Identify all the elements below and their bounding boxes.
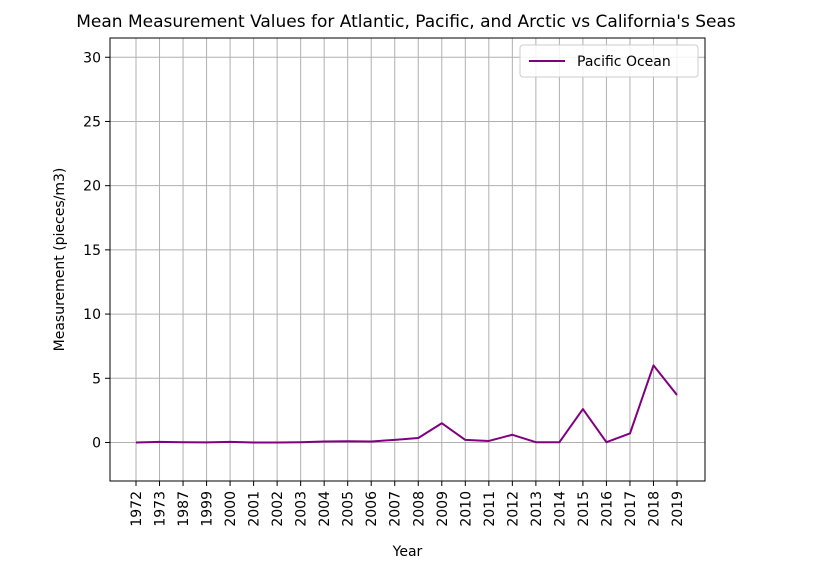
y-tick-label: 30 <box>83 50 101 66</box>
y-tick-label: 5 <box>92 371 101 387</box>
x-tick-label: 2001 <box>247 491 263 527</box>
y-axis: 0 5 10 15 20 25 30 <box>83 50 110 451</box>
x-tick-label: 2019 <box>670 491 686 527</box>
x-tick-label: 2011 <box>482 491 498 527</box>
x-tick-label: 1987 <box>176 491 192 527</box>
y-tick-label: 10 <box>83 307 101 323</box>
x-tick-label: 2008 <box>411 491 427 527</box>
x-tick-label: 2014 <box>552 491 568 527</box>
legend-label: Pacific Ocean <box>577 54 671 70</box>
x-tick-label: 2007 <box>388 491 404 527</box>
x-tick-label: 2004 <box>317 491 333 527</box>
x-tick-label: 1972 <box>129 491 145 527</box>
x-tick-label: 2017 <box>623 491 639 527</box>
x-axis: 1972 1973 1987 1999 2000 2001 2002 2003 2004 2005… <box>129 481 686 527</box>
y-axis-title: Measurement (pieces/m3) <box>52 168 68 352</box>
y-tick-label: 0 <box>92 435 101 451</box>
legend-box <box>519 44 699 78</box>
x-tick-label: 1973 <box>153 491 169 527</box>
series-layer <box>135 364 678 444</box>
x-tick-label: 2009 <box>435 491 451 527</box>
legend: Pacific Ocean <box>519 44 699 78</box>
x-tick-label: 2016 <box>599 491 615 527</box>
y-tick-label: 15 <box>83 243 101 259</box>
chart-title: Mean Measurement Values for Atlantic, Pa… <box>76 12 736 32</box>
x-tick-label: 2015 <box>576 491 592 527</box>
x-tick-label: 2000 <box>223 491 239 527</box>
x-axis-title: Year <box>392 544 423 560</box>
x-tick-label: 2012 <box>505 491 521 527</box>
x-tick-label: 1999 <box>200 491 216 527</box>
x-tick-label: 2010 <box>458 491 474 527</box>
series-line-pacific-ocean <box>135 364 678 444</box>
grid-lines <box>110 38 705 481</box>
x-tick-label: 2013 <box>529 491 545 527</box>
x-tick-label: 2005 <box>341 491 357 527</box>
plot-frame <box>109 37 706 482</box>
y-tick-label: 25 <box>83 114 101 130</box>
x-tick-label: 2006 <box>364 491 380 527</box>
x-tick-label: 2002 <box>270 491 286 527</box>
x-tick-label: 2018 <box>646 491 662 527</box>
y-tick-label: 20 <box>83 179 101 195</box>
x-tick-label: 2003 <box>294 491 310 527</box>
